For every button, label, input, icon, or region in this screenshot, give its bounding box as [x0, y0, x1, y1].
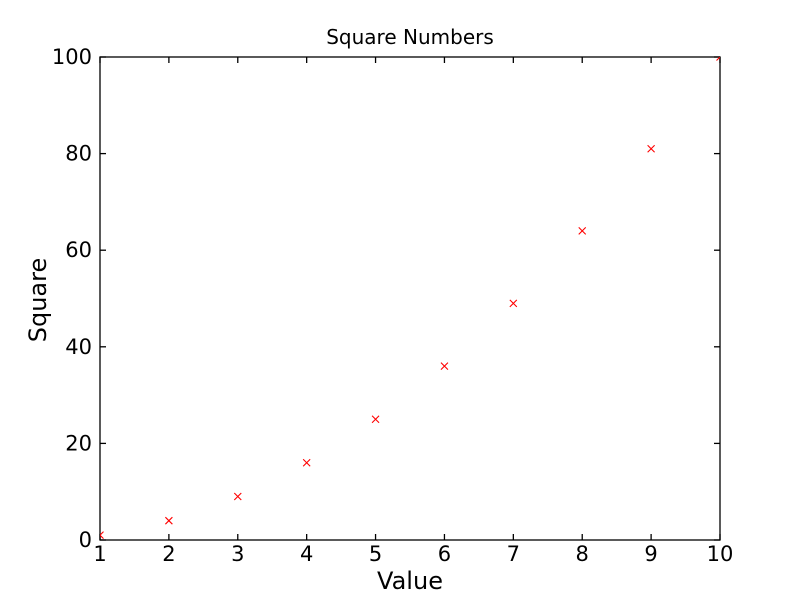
x-tick-label: 7 [507, 542, 520, 566]
x-tick-label: 2 [162, 542, 175, 566]
data-point-marker [578, 226, 587, 235]
y-axis-ticks: 0 20 40 60 80 100 [52, 45, 720, 552]
data-point-marker [440, 362, 449, 371]
x-tick-label: 8 [576, 542, 589, 566]
y-tick-label: 0 [79, 528, 92, 552]
y-tick-label: 100 [52, 45, 92, 69]
x-axis-label: Value [377, 567, 443, 595]
y-tick-label: 40 [65, 335, 92, 359]
y-axis-label: Square [24, 257, 52, 343]
x-tick-label: 1 [93, 542, 106, 566]
data-point-marker [165, 516, 173, 525]
y-tick-label: 60 [65, 238, 92, 262]
x-tick-label: 5 [369, 542, 382, 566]
data-point-marker [716, 57, 720, 61]
data-point-marker [100, 531, 104, 540]
x-tick-label: 3 [231, 542, 244, 566]
x-tick-label: 6 [438, 542, 451, 566]
data-point-marker [509, 299, 518, 308]
data-point-marker [302, 458, 311, 467]
data-point-marker [647, 144, 655, 153]
y-tick-label: 80 [65, 142, 92, 166]
x-tick-label: 10 [707, 542, 734, 566]
x-tick-label: 4 [300, 542, 313, 566]
data-point-marker [233, 492, 242, 501]
chart-title: Square Numbers [326, 25, 494, 49]
plot-frame [99, 56, 721, 541]
x-axis-ticks: 1 2 3 4 5 6 7 8 9 10 [93, 57, 733, 566]
y-tick-label: 20 [65, 431, 92, 455]
x-tick-label: 9 [644, 542, 657, 566]
data-point-marker [371, 415, 380, 424]
data-points [100, 57, 720, 540]
